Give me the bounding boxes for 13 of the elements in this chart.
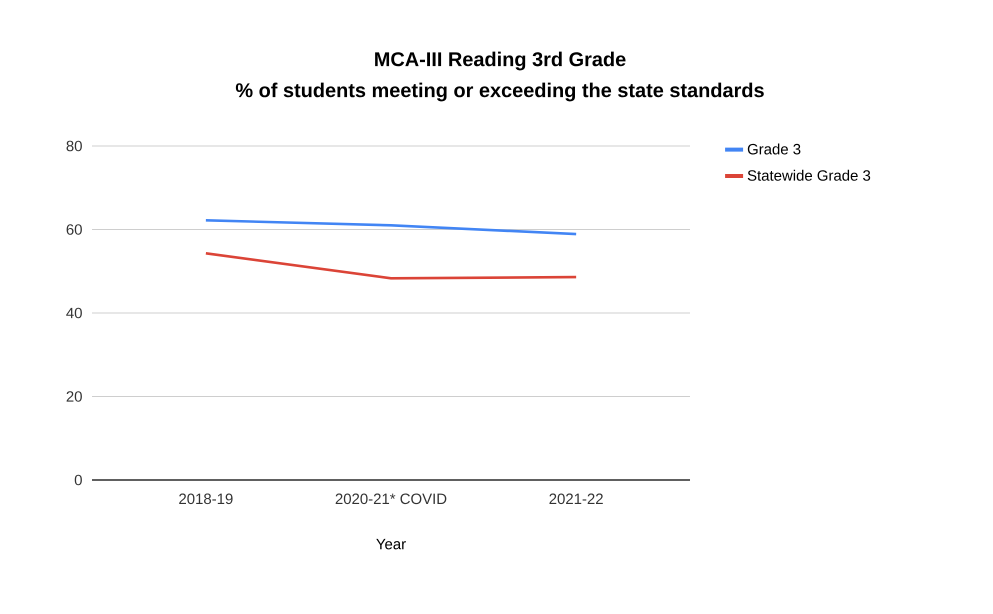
- x-tick-label: 2018-19: [179, 494, 233, 504]
- x-axis-title: Year: [376, 538, 406, 550]
- chart-title: MCA-III Reading 3rd Grade: [375, 52, 626, 70]
- y-tick-label: 40: [66, 308, 82, 318]
- y-tick-label: 0: [74, 474, 82, 486]
- y-tick-label: 60: [66, 224, 82, 235]
- chart-subtitle: % of students meeting or exceeding the state standards: [236, 82, 764, 102]
- y-tick-label: 20: [66, 391, 82, 402]
- y-tick-label: 80: [66, 140, 82, 152]
- legend-label: Grade 3: [748, 144, 800, 154]
- x-tick-label: 2020-21* COVID: [336, 494, 446, 504]
- x-tick-label: 2021-22: [549, 494, 603, 504]
- legend-label: Statewide Grade 3: [748, 170, 870, 181]
